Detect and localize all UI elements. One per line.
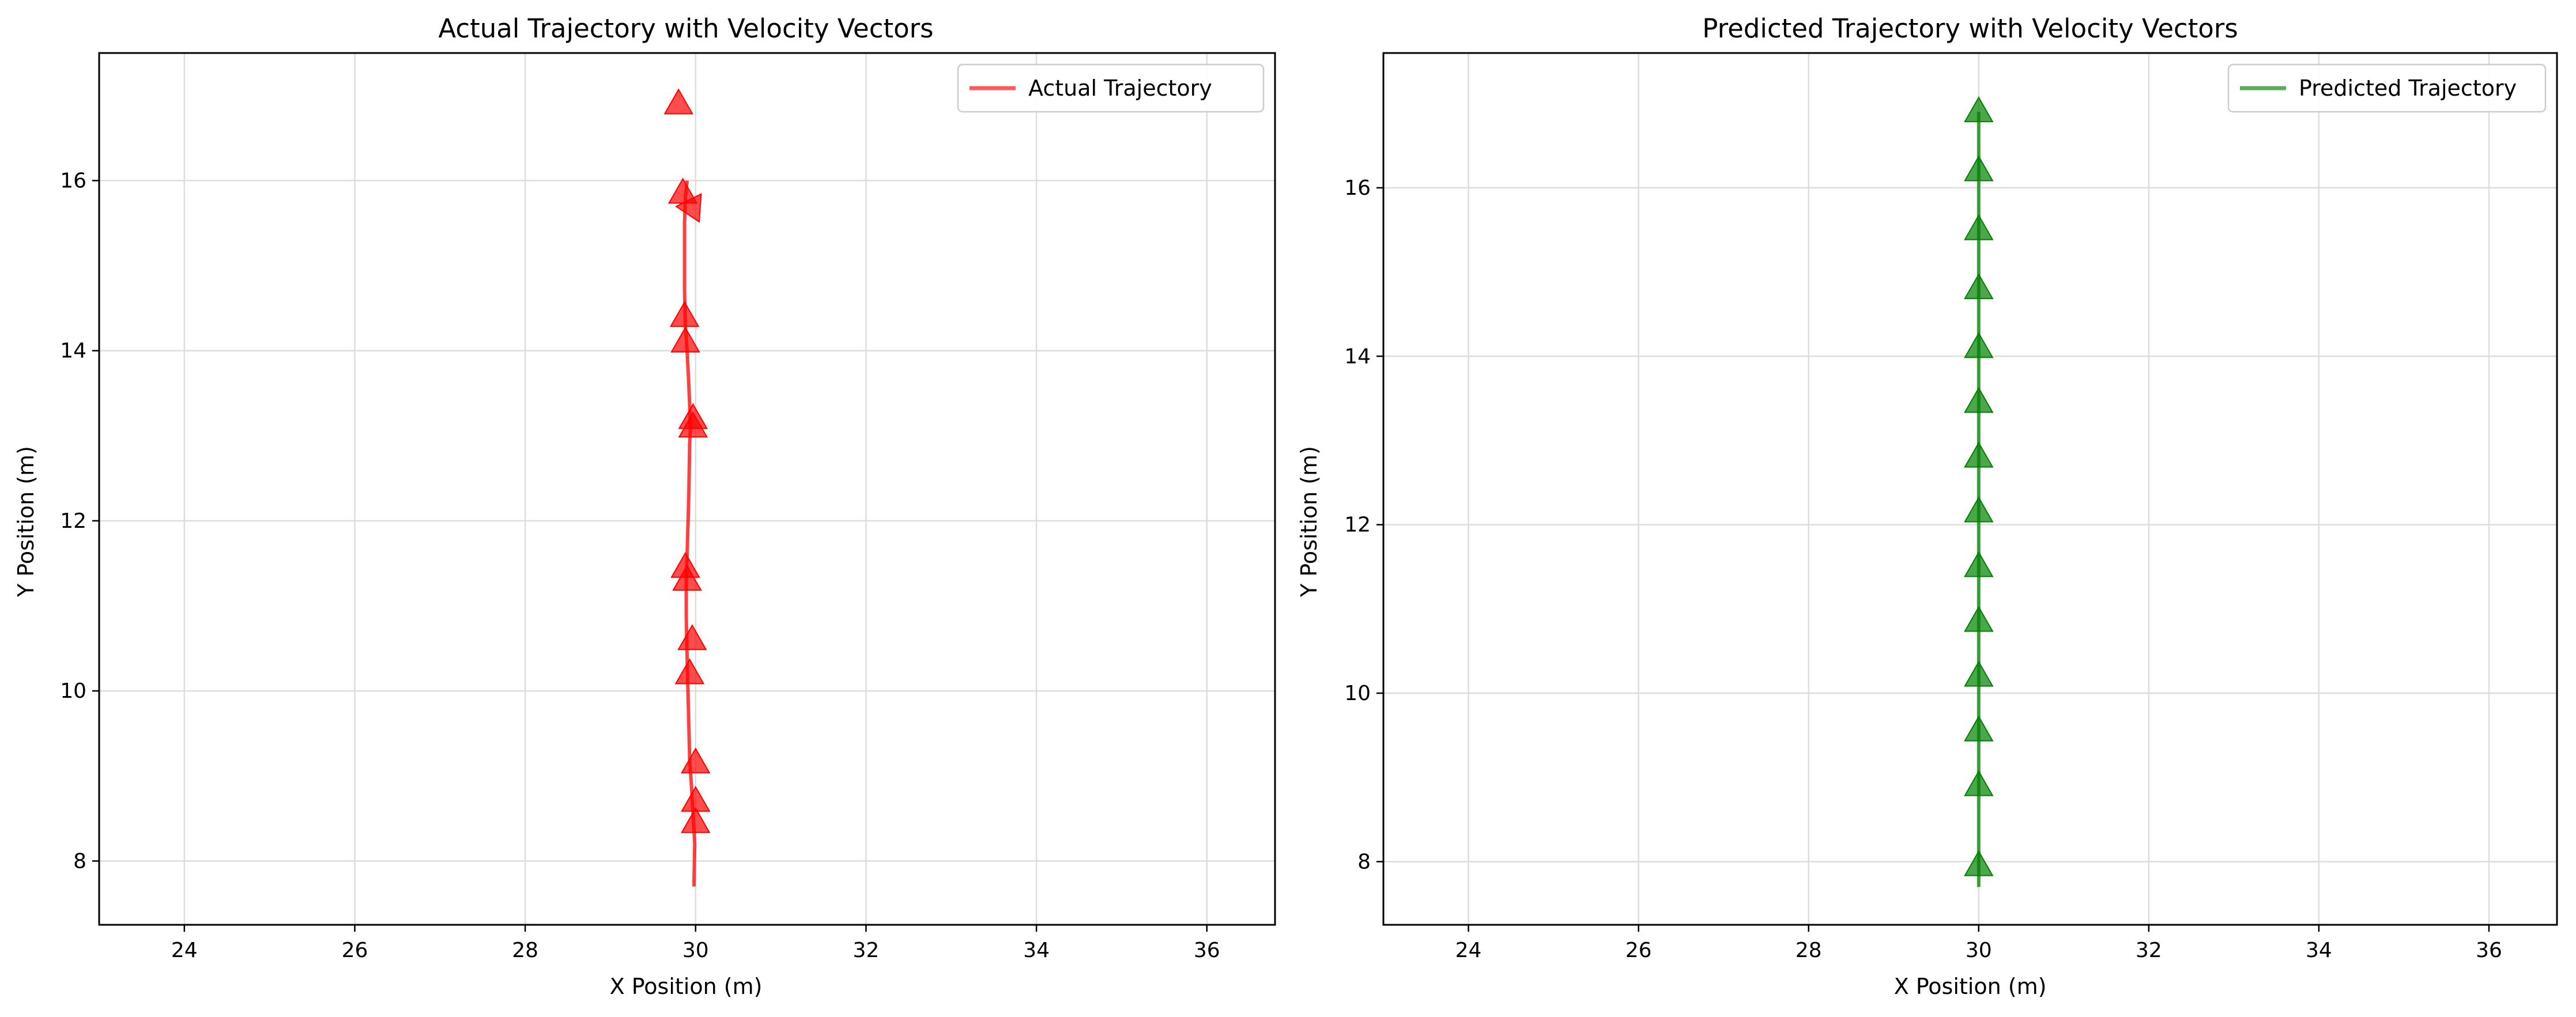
chart-title: Predicted Trajectory with Velocity Vecto… xyxy=(1702,13,2238,44)
velocity-arrow xyxy=(1964,273,1994,300)
velocity-arrow xyxy=(1964,551,1994,577)
legend: Actual Trajectory xyxy=(957,63,1265,113)
x-tick-label: 24 xyxy=(1455,939,1482,962)
x-tick-label: 26 xyxy=(342,939,368,962)
x-axis-label: X Position (m) xyxy=(610,974,763,999)
x-tick-label: 34 xyxy=(2306,939,2332,962)
velocity-arrow xyxy=(1964,155,1994,182)
velocity-arrow xyxy=(1964,606,1994,632)
velocity-arrow xyxy=(1964,441,1994,468)
velocity-arrow xyxy=(1964,850,1994,876)
grid xyxy=(1383,53,2557,925)
velocity-arrow xyxy=(678,403,708,429)
y-tick-label: 12 xyxy=(60,509,86,533)
x-tick-label: 28 xyxy=(512,939,538,962)
y-tick-label: 16 xyxy=(60,169,86,192)
legend-box xyxy=(957,63,1265,113)
velocity-arrow xyxy=(1964,715,1994,742)
velocity-arrow xyxy=(663,88,693,115)
y-tick-label: 14 xyxy=(60,339,86,363)
x-tick-label: 24 xyxy=(171,939,198,962)
velocity-arrow xyxy=(672,564,702,591)
velocity-arrow xyxy=(674,658,705,685)
legend-label: Actual Trajectory xyxy=(1028,75,1212,101)
velocity-arrow xyxy=(1964,214,1994,240)
x-tick-label: 32 xyxy=(853,939,880,962)
actual-trajectory-panel: Actual Trajectory with Velocity Vectors … xyxy=(13,13,1276,999)
x-tick-label: 30 xyxy=(1966,939,1992,962)
velocity-arrow xyxy=(1964,96,1994,123)
velocity-arrow xyxy=(681,807,711,833)
velocity-arrow xyxy=(1964,770,1994,796)
x-tick-label: 34 xyxy=(1023,939,1050,962)
x-tick-label: 26 xyxy=(1625,939,1652,962)
y-tick-label: 8 xyxy=(1357,850,1371,874)
legend: Predicted Trajectory xyxy=(2227,63,2547,113)
axes-frame xyxy=(98,52,1276,926)
axes-frame xyxy=(1382,52,2558,926)
velocity-arrow xyxy=(670,326,700,353)
velocity-arrow xyxy=(1964,496,1994,523)
velocity-arrow xyxy=(1964,387,1994,413)
x-axis-label: X Position (m) xyxy=(1894,974,2047,999)
y-tick-label: 14 xyxy=(1344,345,1371,368)
legend-label: Predicted Trajectory xyxy=(2299,75,2517,101)
velocity-arrow xyxy=(681,747,711,774)
chart-title: Actual Trajectory with Velocity Vectors xyxy=(438,13,933,44)
velocity-arrow xyxy=(1964,660,1994,687)
y-tick-label: 10 xyxy=(1344,682,1371,705)
y-tick-label: 16 xyxy=(1344,176,1371,200)
y-tick-label: 8 xyxy=(73,849,86,873)
y-axis-label: Y Position (m) xyxy=(1296,446,1322,598)
velocity-arrow xyxy=(667,177,698,204)
x-tick-label: 28 xyxy=(1796,939,1822,962)
legend-box xyxy=(2227,63,2547,113)
y-tick-label: 12 xyxy=(1344,513,1371,537)
x-tick-label: 32 xyxy=(2136,939,2162,962)
x-tick-label: 30 xyxy=(682,939,709,962)
x-tick-label: 36 xyxy=(1194,939,1220,962)
velocity-arrow xyxy=(669,301,700,327)
y-tick-label: 10 xyxy=(60,679,86,703)
predicted-trajectory-panel: Predicted Trajectory with Velocity Vecto… xyxy=(1296,13,2558,999)
velocity-arrow xyxy=(677,624,707,651)
velocity-arrow xyxy=(681,785,711,812)
x-tick-label: 36 xyxy=(2476,939,2502,962)
y-axis-label: Y Position (m) xyxy=(13,446,39,598)
velocity-arrow xyxy=(1964,332,1994,358)
velocity-arrow xyxy=(670,551,700,578)
